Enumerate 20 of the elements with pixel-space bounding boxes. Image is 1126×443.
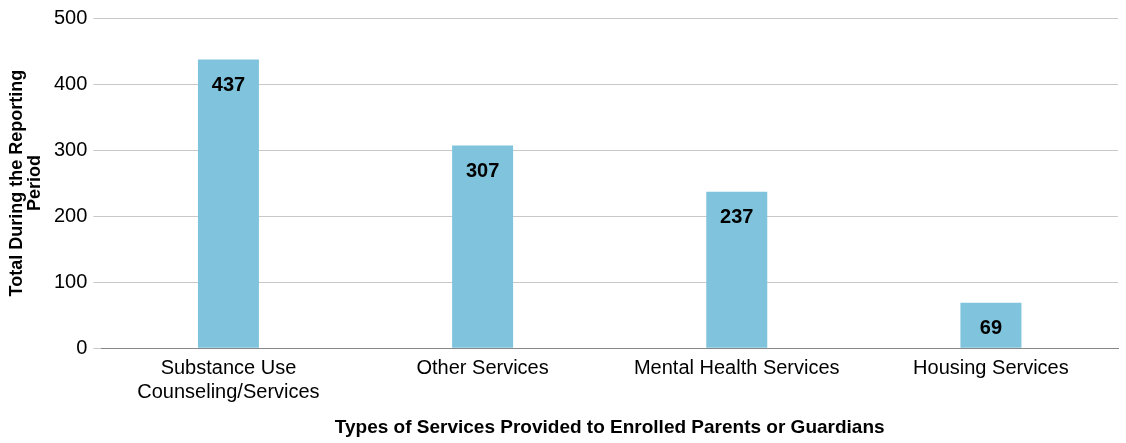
- bar: [197, 59, 259, 348]
- data-label: 237: [720, 205, 754, 228]
- x-tick-label: Mental Health Services: [633, 355, 840, 378]
- y-tick-label: 400: [53, 71, 88, 94]
- y-tick-label: 300: [53, 137, 88, 160]
- data-label: 307: [465, 158, 500, 181]
- y-axis-title: Total During the Reporting Period: [5, 69, 44, 297]
- y-tick-label: 500: [53, 5, 88, 28]
- y-tick-label: 200: [53, 203, 88, 226]
- x-tick-label: Housing Services: [913, 355, 1069, 378]
- bar: [706, 191, 768, 348]
- bar: [960, 302, 1022, 348]
- x-tick-label: Substance Use Counseling/Services: [137, 355, 320, 402]
- x-axis-title: Types of Services Provided to Enrolled Parents or Guardians: [334, 415, 885, 437]
- x-tick-label: Other Services: [416, 355, 549, 378]
- y-tick-label: 0: [76, 335, 88, 358]
- data-label: 437: [211, 73, 246, 96]
- bar: [452, 145, 514, 348]
- data-label: 69: [979, 316, 1003, 339]
- y-tick-label: 100: [53, 269, 88, 292]
